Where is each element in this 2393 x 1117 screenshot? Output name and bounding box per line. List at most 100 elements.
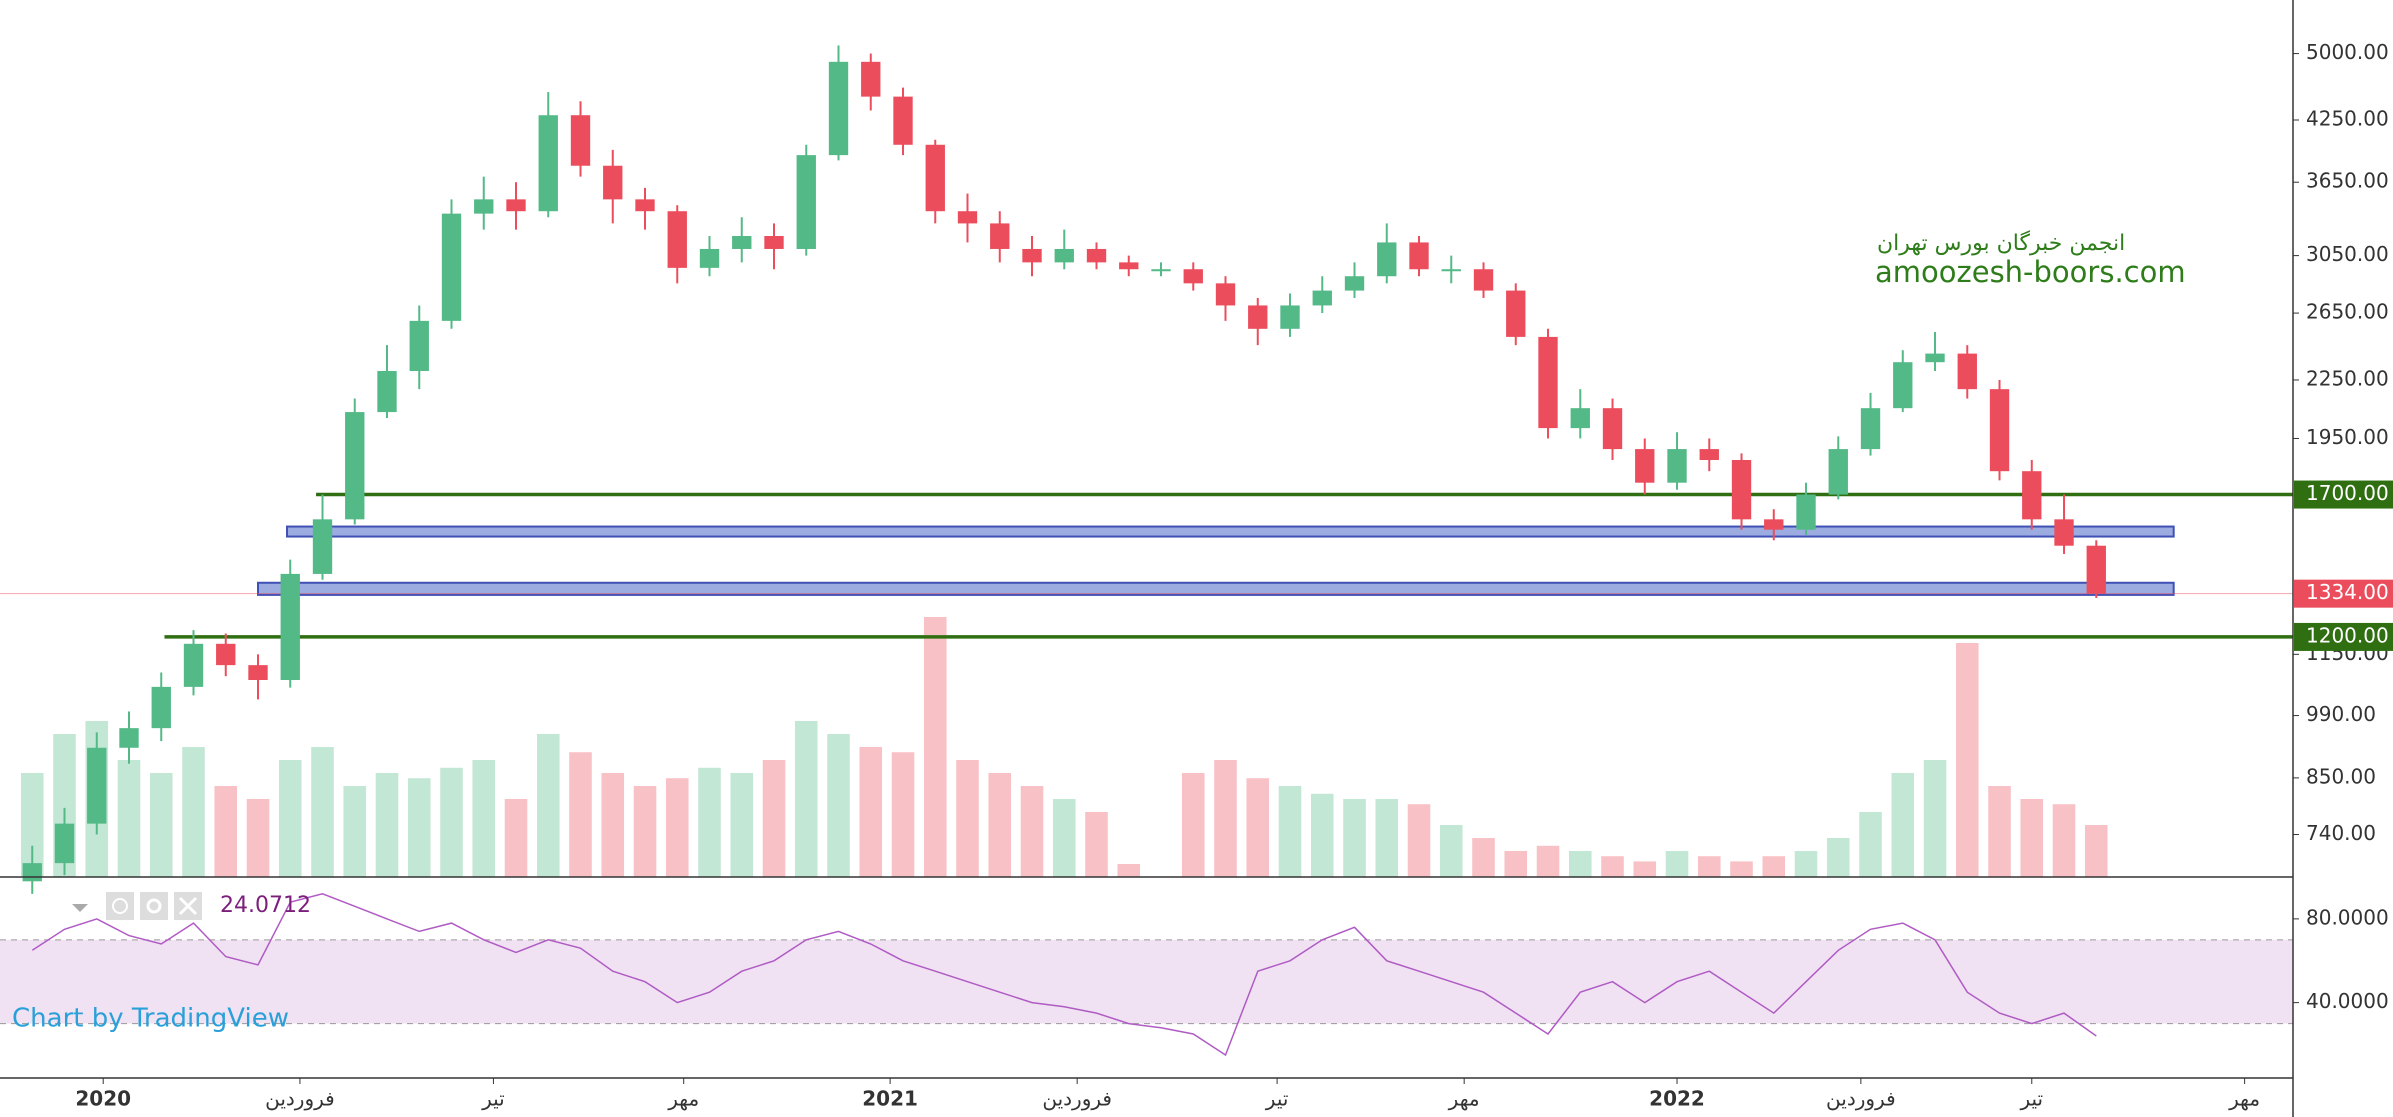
candle-body <box>1248 305 1268 329</box>
candle-body <box>603 165 623 200</box>
candle-body <box>699 248 720 268</box>
candle-body <box>2054 519 2074 546</box>
candle-body <box>1215 283 1236 306</box>
volume-bar <box>859 747 883 877</box>
candle-body <box>1925 353 1945 363</box>
candle-body <box>183 643 204 687</box>
volume-bar <box>2084 825 2108 877</box>
candle-body <box>1989 389 2010 472</box>
candle-body <box>441 213 462 321</box>
volume-bar <box>149 773 173 877</box>
candle-body <box>1377 242 1397 277</box>
volume-bar <box>1085 812 1108 877</box>
watermark-persian: انجمن خبرگان بورس تهران <box>1877 230 2125 256</box>
volume-bar <box>1278 786 1302 877</box>
x-tick-label: مهر <box>2228 1087 2260 1111</box>
candle-body <box>893 96 913 145</box>
price-zone <box>286 525 2175 538</box>
candle-body <box>1796 494 1816 530</box>
candle-body <box>1183 269 1203 284</box>
x-tick-label: فروردین <box>1826 1087 1896 1111</box>
candle-body <box>377 370 397 413</box>
price-badge-label: 1334.00 <box>2306 580 2389 604</box>
volume-bar <box>2020 799 2044 877</box>
candle-body <box>1151 269 1171 272</box>
volume-bar <box>1052 799 1076 877</box>
rsi-line <box>31 893 2097 1057</box>
eye-button[interactable] <box>106 892 134 920</box>
volume-bar <box>1407 804 1431 877</box>
y-tick-label: 740.00 <box>2306 821 2376 845</box>
volume-bar <box>1697 856 1721 877</box>
volume-bar <box>343 786 367 877</box>
volume-bar <box>794 721 818 877</box>
volume-bar <box>1343 799 1366 877</box>
price-badge-label: 1200.00 <box>2306 623 2389 647</box>
candle-body <box>280 573 300 681</box>
x-tick-label: تیر <box>2019 1087 2043 1111</box>
volume-bar <box>407 778 431 877</box>
volume-bar <box>440 767 463 877</box>
volume-bar <box>1310 793 1334 877</box>
candle-body <box>861 61 881 97</box>
rsi-tick-label: 40.0000 <box>2306 989 2389 1013</box>
volume-bar <box>633 786 657 877</box>
volume-bar <box>182 747 205 877</box>
candle-body <box>1312 290 1332 306</box>
volume-bar <box>762 760 786 877</box>
volume-bar <box>1439 825 1463 877</box>
volume-bar <box>472 760 496 877</box>
settings-button[interactable] <box>140 892 168 920</box>
candle-body <box>312 519 333 574</box>
x-tick-label: 2022 <box>1649 1087 1705 1111</box>
candle-body <box>248 665 268 681</box>
attribution[interactable]: Chart by TradingView <box>12 1004 289 1034</box>
x-tick-label: مهر <box>1448 1087 1480 1111</box>
collapse-icon[interactable] <box>72 904 88 912</box>
volume-bar <box>956 760 979 877</box>
candle-body <box>119 728 139 748</box>
volume-bar <box>1955 643 1979 877</box>
watermark-url: amoozesh-boors.com <box>1875 255 2186 289</box>
volume-bar <box>923 617 947 877</box>
price-badge <box>2294 579 2393 608</box>
candle-body <box>1280 305 1300 329</box>
volume-bar <box>1665 851 1689 877</box>
candle-body <box>1893 362 1913 409</box>
candle-body <box>54 823 75 864</box>
candle-body <box>732 235 752 249</box>
x-tick-label: 2021 <box>862 1087 918 1111</box>
candle-body <box>1538 336 1558 429</box>
y-tick-label: 1950.00 <box>2306 425 2389 449</box>
volume-bar <box>1020 786 1044 877</box>
volume-bar <box>698 767 721 877</box>
volume-bar <box>1601 856 1624 877</box>
volume-bar <box>569 752 592 877</box>
y-tick-label: 850.00 <box>2306 764 2376 788</box>
volume-bar <box>1633 861 1657 877</box>
candle-body <box>1344 276 1365 291</box>
price-badge-label: 1700.00 <box>2306 481 2389 505</box>
candle-body <box>1409 242 1429 270</box>
candle-body <box>1699 449 1719 460</box>
volume-bar <box>601 773 625 877</box>
y-tick-label: 2650.00 <box>2306 300 2389 324</box>
candle-body <box>345 412 365 520</box>
volume-bar <box>278 760 302 877</box>
candle-body <box>1441 269 1461 272</box>
eye-icon <box>112 898 128 914</box>
candle-body <box>22 863 42 882</box>
price-zone <box>257 581 2175 596</box>
volume-bar <box>1730 861 1753 877</box>
candle-body <box>506 199 526 212</box>
rsi-tick-label: 80.0000 <box>2306 905 2389 929</box>
volume-bar <box>1472 838 1495 877</box>
candle-body <box>1635 449 1655 483</box>
volume-bar <box>1891 773 1915 877</box>
candle-body <box>87 747 107 824</box>
x-tick-label: فروردین <box>265 1087 335 1111</box>
candle-body <box>990 223 1010 249</box>
candle-body <box>2022 471 2042 520</box>
volume-bar <box>1375 799 1399 877</box>
